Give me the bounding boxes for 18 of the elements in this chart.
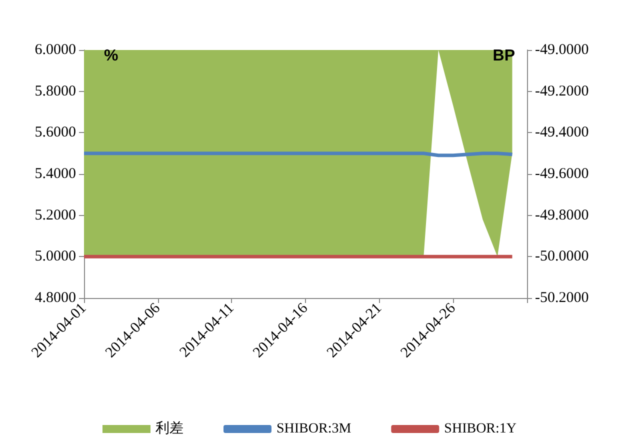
y-tick-label: 5.6000 bbox=[34, 124, 76, 141]
y-tick-label: 5.4000 bbox=[34, 166, 76, 182]
y-tick-label: 4.8000 bbox=[34, 290, 76, 306]
y2-tick-label: -49.2000 bbox=[535, 83, 589, 100]
y2-tick-label: -50.0000 bbox=[535, 248, 589, 265]
y2-tick-label: -49.4000 bbox=[535, 124, 589, 141]
y-tick-label: 5.0000 bbox=[34, 248, 76, 265]
y-tick-label: 5.8000 bbox=[34, 83, 76, 100]
legend-label: 利差 bbox=[155, 420, 184, 436]
y2-tick-label: -49.8000 bbox=[535, 207, 589, 224]
y-tick-label: 5.2000 bbox=[34, 207, 76, 224]
y-tick-label: 6.0000 bbox=[34, 42, 76, 58]
legend-label: SHIBOR:1Y bbox=[444, 422, 517, 436]
y2-tick-label: -49.6000 bbox=[535, 166, 589, 182]
y2-tick-label: -49.0000 bbox=[535, 42, 589, 58]
legend-label: SHIBOR:3M bbox=[276, 422, 352, 436]
annotation: % bbox=[104, 48, 118, 64]
y2-tick-label: -50.2000 bbox=[535, 290, 589, 306]
